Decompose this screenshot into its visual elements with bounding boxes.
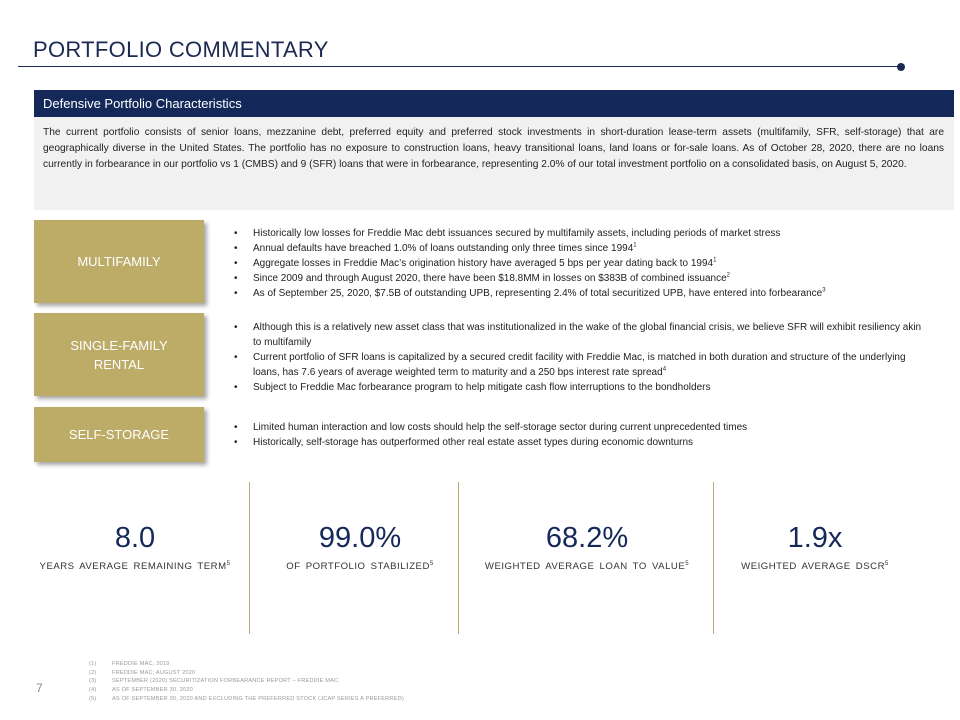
bullet-item: Annual defaults have breached 1.0% of lo… xyxy=(234,241,924,256)
bullet-item: Although this is a relatively new asset … xyxy=(234,320,924,350)
footnote-ref: 1 xyxy=(713,257,717,264)
footnote-item: (4) AS OF SEPTEMBER 30, 2020 xyxy=(89,687,193,694)
bullet-item: Subject to Freddie Mac forbearance progr… xyxy=(234,380,924,395)
section-header: Defensive Portfolio Characteristics xyxy=(34,90,954,117)
footnote-item: (1) FREDDIE MAC; 2019 xyxy=(89,661,170,667)
category-label-multifamily: MULTIFAMILY xyxy=(77,254,161,269)
bullet-item: Aggregate losses in Freddie Mac’s origin… xyxy=(234,256,924,271)
section-body: The current portfolio consists of senior… xyxy=(34,117,954,210)
stat-divider xyxy=(458,482,459,634)
bullet-item: As of September 25, 2020, $7.5B of outst… xyxy=(234,286,924,301)
title-rule xyxy=(18,66,900,67)
category-box-single-family-rental: SINGLE-FAMILY RENTAL xyxy=(34,313,204,396)
stat-divider xyxy=(249,482,250,634)
category-label-single-family-rental: SINGLE-FAMILY RENTAL xyxy=(70,337,168,372)
footnote-item: (2) FREDDIE MAC; AUGUST 2020 xyxy=(89,669,196,676)
stat-label: WEIGHTED AVERAGE LOAN TO VALUE5 xyxy=(484,560,690,572)
category-box-self-storage: SELF-STORAGE xyxy=(34,407,204,462)
bullet-item: Limited human interaction and low costs … xyxy=(234,420,924,435)
stat-value: 1.9x xyxy=(787,522,843,554)
page-title: PORTFOLIO COMMENTARY xyxy=(33,37,329,62)
bullet-item: Historically low losses for Freddie Mac … xyxy=(234,226,924,241)
bullet-item: Since 2009 and through August 2020, ther… xyxy=(234,271,924,286)
stat-loan-to-value: 68.2% WEIGHTED AVERAGE LOAN TO VALUE5 xyxy=(472,520,702,572)
category-box-multifamily: MULTIFAMILY xyxy=(34,220,204,303)
stat-value: 8.0 xyxy=(114,522,156,554)
stat-label: WEIGHTED AVERAGE DSCR5 xyxy=(741,560,889,572)
stat-remaining-term: 8.0 YEARS AVERAGE REMAINING TERM5 xyxy=(30,520,240,572)
bullet-item: Historically, self-storage has outperfor… xyxy=(234,435,924,450)
stat-label: YEARS AVERAGE REMAINING TERM5 xyxy=(39,560,231,572)
bullet-list-single-family-rental: Although this is a relatively new asset … xyxy=(234,320,924,395)
footnotes: (1) FREDDIE MAC; 2019 (2) FREDDIE MAC; AUG… xyxy=(89,660,404,704)
bullet-list-multifamily: Historically low losses for Freddie Mac … xyxy=(234,226,924,301)
footnote-item: (3) SEPTEMBER (2020) SECURITIZATION FORBE… xyxy=(89,678,339,685)
footnote-ref: 4 xyxy=(662,366,667,373)
stat-label: OF PORTFOLIO STABILIZED5 xyxy=(286,560,434,572)
footnote-item: (5) AS OF SEPTEMBER 30, 2020 AND EXCLUDIN… xyxy=(89,695,404,702)
stat-value: 99.0% xyxy=(318,522,402,554)
bullet-item: Current portfolio of SFR loans is capita… xyxy=(234,350,924,380)
stat-divider xyxy=(713,482,714,634)
bullet-list-self-storage: Limited human interaction and low costs … xyxy=(234,420,924,450)
footnote-ref: 2 xyxy=(726,272,731,279)
stat-value: 68.2% xyxy=(545,522,629,554)
stat-dscr: 1.9x WEIGHTED AVERAGE DSCR5 xyxy=(715,520,915,572)
category-label-self-storage: SELF-STORAGE xyxy=(68,427,170,442)
footnote-ref: 3 xyxy=(822,287,826,294)
page-number: 7 xyxy=(36,681,43,695)
title-rule-dot xyxy=(897,63,905,71)
footnote-ref: 1 xyxy=(633,242,637,249)
stat-portfolio-stabilized: 99.0% OF PORTFOLIO STABILIZED5 xyxy=(255,520,465,572)
